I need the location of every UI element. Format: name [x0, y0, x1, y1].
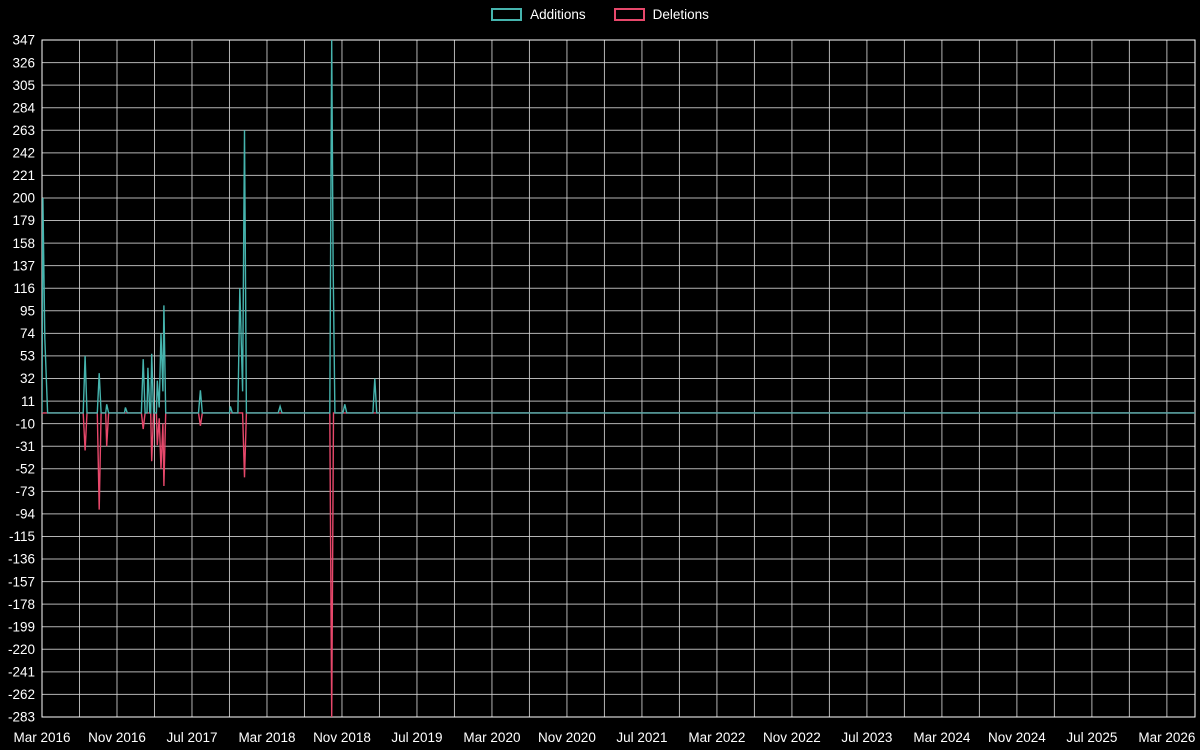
svg-text:11: 11	[21, 394, 35, 409]
svg-text:Jul 2025: Jul 2025	[1066, 730, 1117, 745]
grid-lines	[41, 39, 1195, 718]
svg-text:32: 32	[20, 371, 35, 386]
svg-text:Nov 2018: Nov 2018	[313, 730, 371, 745]
svg-text:-10: -10	[15, 416, 35, 431]
svg-text:-94: -94	[15, 507, 35, 522]
svg-text:95: 95	[20, 304, 35, 319]
svg-text:326: 326	[12, 55, 35, 70]
svg-text:Mar 2018: Mar 2018	[238, 730, 295, 745]
svg-text:Jul 2021: Jul 2021	[616, 730, 667, 745]
svg-text:-199: -199	[8, 619, 35, 634]
additions-line	[42, 40, 1195, 414]
additions-legend-label: Additions	[530, 7, 586, 22]
deletions-swatch-icon	[613, 8, 645, 21]
legend-item-additions[interactable]: Additions	[491, 7, 586, 22]
svg-text:-178: -178	[8, 597, 35, 612]
svg-text:Nov 2020: Nov 2020	[538, 730, 596, 745]
svg-text:-220: -220	[8, 642, 35, 657]
svg-text:53: 53	[20, 349, 35, 364]
svg-text:-157: -157	[8, 574, 35, 589]
chart-legend: Additions Deletions	[0, 7, 1200, 22]
svg-text:305: 305	[12, 78, 35, 93]
svg-text:-73: -73	[15, 484, 35, 499]
svg-text:-136: -136	[8, 552, 35, 567]
svg-text:-241: -241	[8, 665, 35, 680]
svg-text:242: 242	[12, 146, 35, 161]
y-axis-labels: 347 326 305 284 263 242 221 200 179 158 137 116 95 74…	[8, 33, 36, 725]
svg-text:179: 179	[12, 213, 35, 228]
svg-text:-115: -115	[9, 529, 35, 544]
svg-text:347: 347	[12, 33, 35, 48]
x-axis-labels: Mar 2016 Nov 2016 Jul 2017 Mar 2018 Nov 2018…	[13, 730, 1195, 745]
svg-text:116: 116	[13, 281, 35, 296]
svg-text:Nov 2016: Nov 2016	[88, 730, 146, 745]
deletions-legend-label: Deletions	[652, 7, 709, 22]
svg-text:263: 263	[12, 123, 35, 138]
svg-text:284: 284	[12, 100, 35, 115]
svg-text:-52: -52	[15, 461, 35, 476]
svg-text:200: 200	[12, 191, 35, 206]
svg-text:Mar 2020: Mar 2020	[463, 730, 520, 745]
svg-text:Nov 2024: Nov 2024	[988, 730, 1046, 745]
svg-text:Jul 2023: Jul 2023	[841, 730, 892, 745]
svg-text:Mar 2016: Mar 2016	[13, 730, 70, 745]
svg-text:Jul 2017: Jul 2017	[166, 730, 217, 745]
svg-text:Jul 2019: Jul 2019	[391, 730, 442, 745]
svg-text:-283: -283	[8, 710, 35, 725]
svg-text:74: 74	[20, 326, 36, 341]
svg-text:-31: -31	[15, 439, 35, 454]
svg-text:Mar 2026: Mar 2026	[1138, 730, 1195, 745]
svg-text:Mar 2022: Mar 2022	[688, 730, 745, 745]
svg-text:Nov 2022: Nov 2022	[763, 730, 821, 745]
svg-text:137: 137	[12, 258, 35, 273]
additions-swatch-icon	[491, 8, 523, 21]
svg-text:-262: -262	[8, 687, 35, 702]
legend-item-deletions[interactable]: Deletions	[613, 7, 709, 22]
svg-text:Mar 2024: Mar 2024	[913, 730, 971, 745]
svg-text:221: 221	[12, 168, 35, 183]
svg-text:158: 158	[12, 236, 35, 251]
